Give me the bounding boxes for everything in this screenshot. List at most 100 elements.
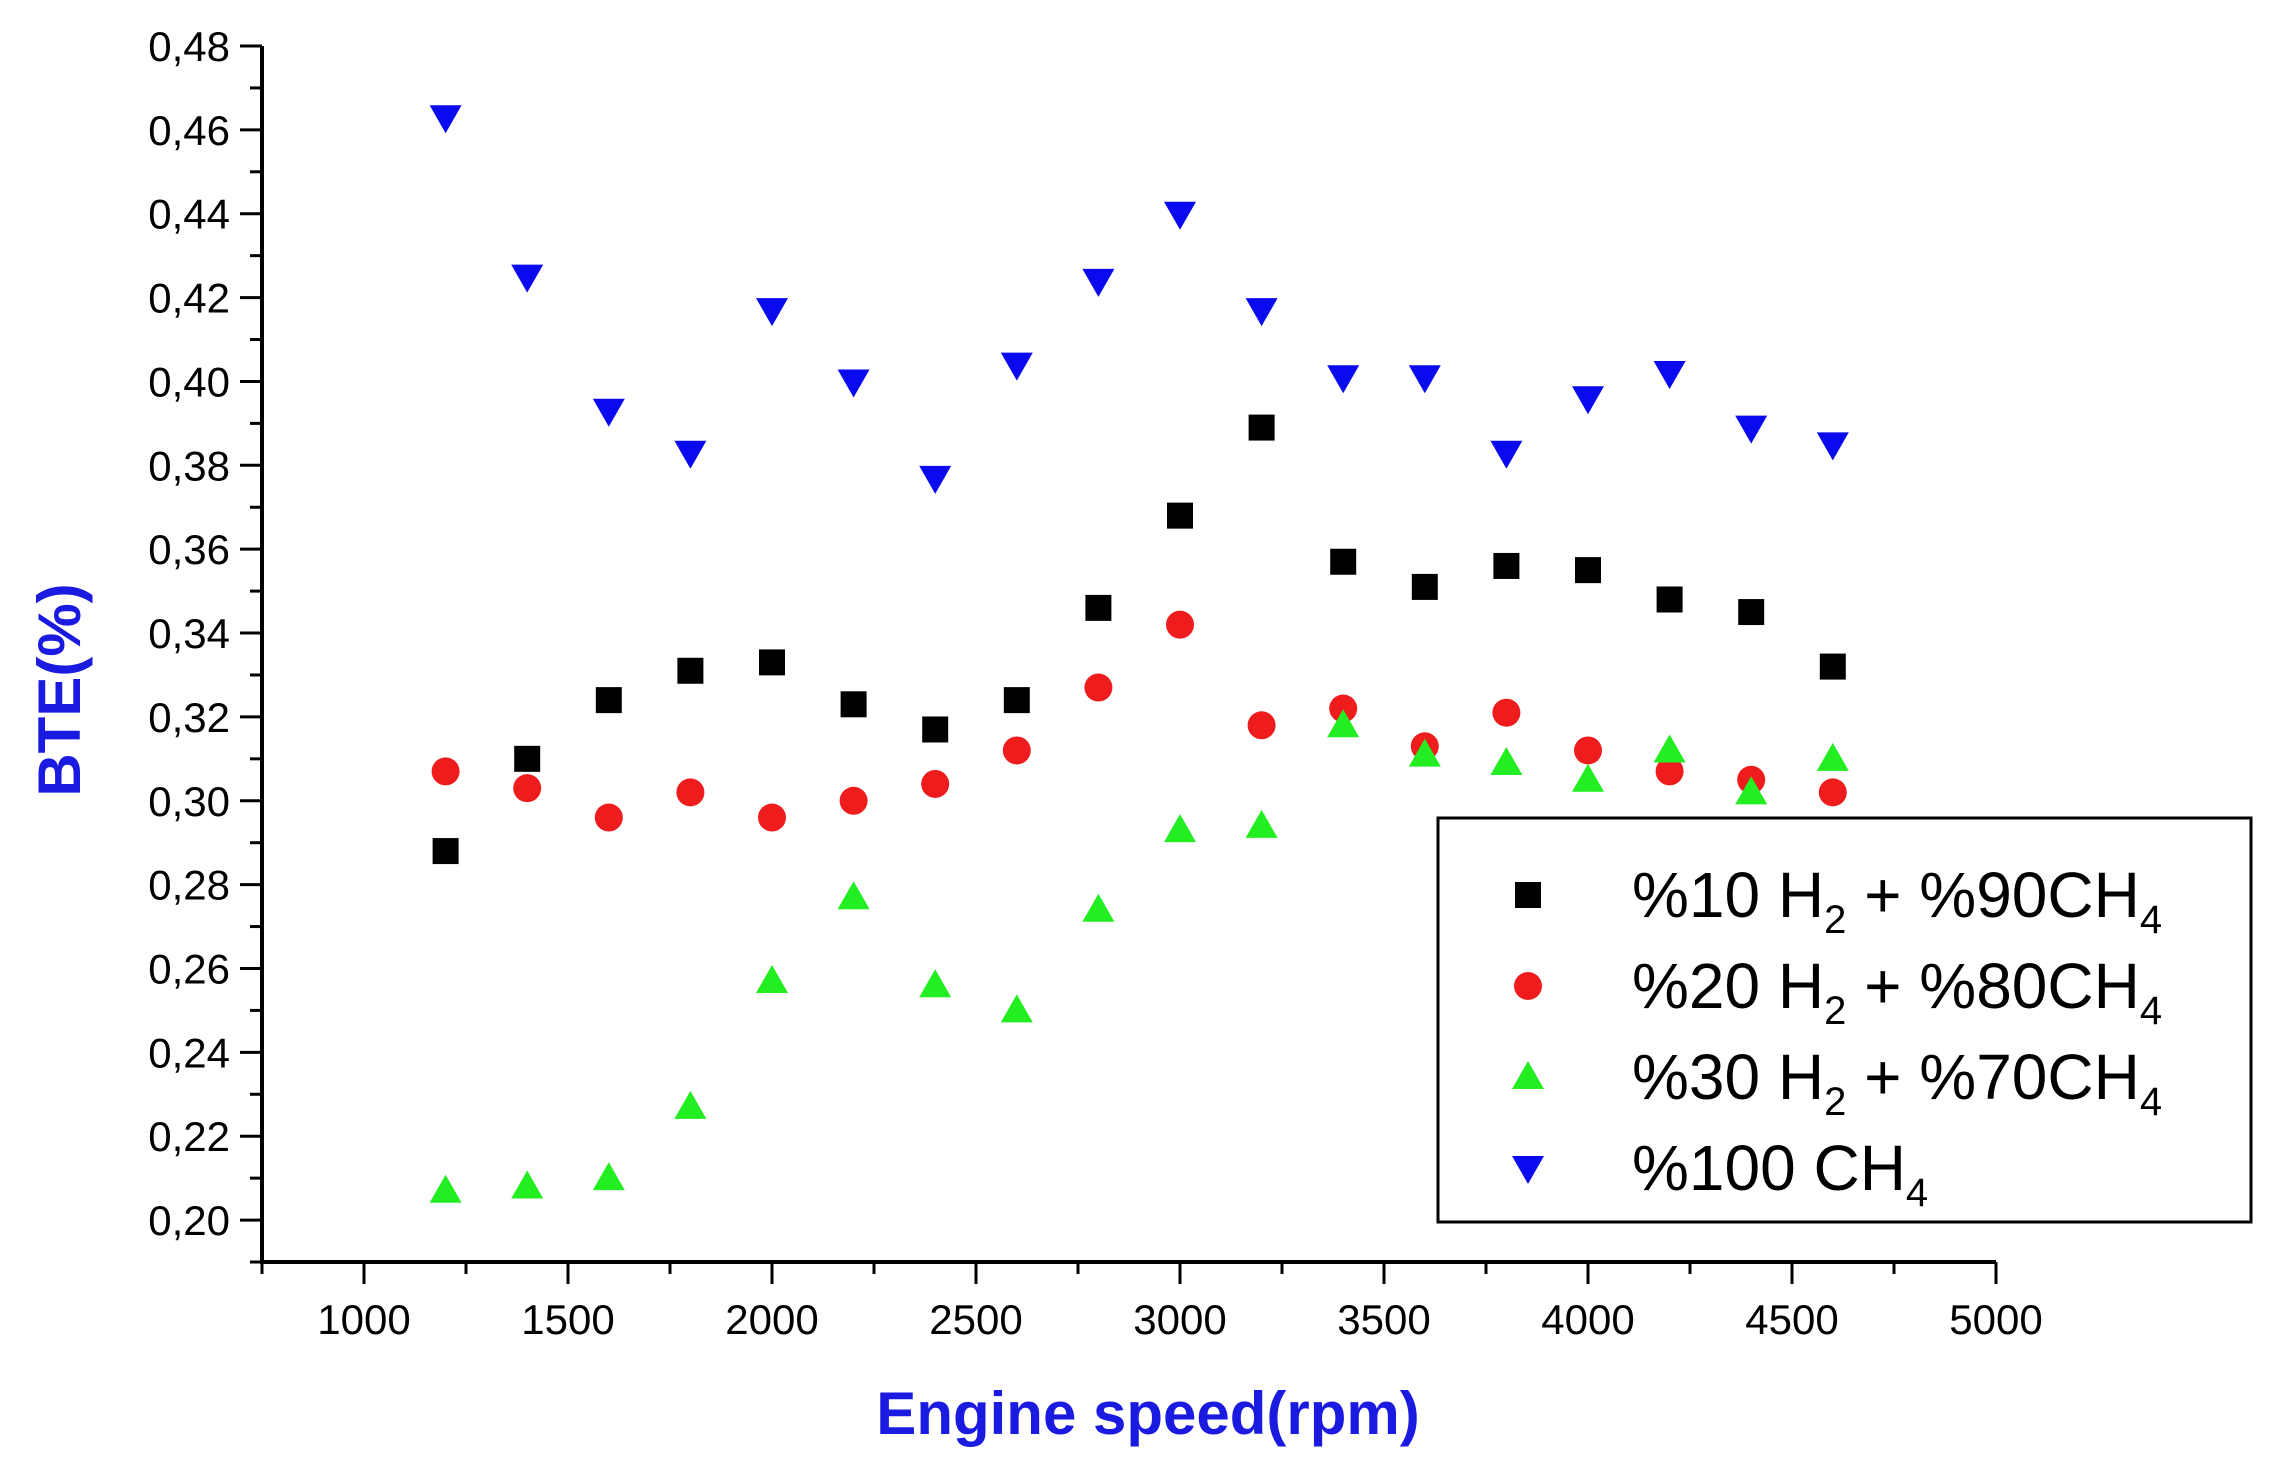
data-point <box>1082 893 1115 922</box>
x-tick-label: 1500 <box>521 1296 614 1343</box>
data-point <box>674 1090 707 1119</box>
data-point <box>1248 414 1275 441</box>
data-point <box>431 757 460 786</box>
y-tick-label: 0,48 <box>148 23 230 70</box>
data-point <box>1655 757 1684 786</box>
data-point <box>1084 673 1113 702</box>
data-point <box>1653 734 1686 763</box>
x-tick-label: 2500 <box>929 1296 1022 1343</box>
legend-label: %100 CH4 <box>1632 1132 1928 1215</box>
data-point <box>595 687 622 714</box>
legend-subscript: 4 <box>1906 1171 1928 1215</box>
data-point <box>1490 747 1523 776</box>
data-point <box>677 657 704 684</box>
legend-text-part: + %70CH <box>1846 1041 2139 1113</box>
data-point <box>1738 599 1765 626</box>
y-tick-label: 0,36 <box>148 526 230 573</box>
data-point <box>919 969 952 998</box>
data-point <box>1819 653 1846 680</box>
y-tick-label: 0,40 <box>148 358 230 405</box>
data-point <box>837 369 870 398</box>
y-tick-label: 0,44 <box>148 191 230 238</box>
data-point <box>592 1162 625 1191</box>
y-tick-label: 0,32 <box>148 694 230 741</box>
series-4 <box>429 105 1849 494</box>
legend-subscript: 4 <box>2140 898 2162 942</box>
legend-label: %30 H2 + %70CH4 <box>1632 1041 2162 1124</box>
legend-entry: %100 CH4 <box>1512 1132 1928 1215</box>
data-point <box>514 745 541 772</box>
data-point <box>1735 415 1768 444</box>
data-point <box>1653 361 1686 390</box>
axes <box>260 46 1996 1264</box>
data-point <box>1000 994 1033 1023</box>
data-point <box>1408 738 1441 767</box>
data-point <box>1574 736 1602 765</box>
data-point <box>594 803 623 832</box>
data-point <box>674 440 707 469</box>
legend-marker <box>1514 972 1542 1000</box>
legend-text-part: %100 CH <box>1632 1132 1906 1204</box>
data-point <box>919 465 952 494</box>
data-point <box>432 838 459 865</box>
legend: %10 H2 + %90CH4%20 H2 + %80CH4%30 H2 + %… <box>1436 816 2253 1224</box>
data-point <box>1245 809 1278 838</box>
legend-label: %20 H2 + %80CH4 <box>1632 950 2162 1033</box>
data-point <box>1735 776 1768 805</box>
y-tick-label: 0,30 <box>148 778 230 825</box>
legend-text-part: %20 H <box>1632 950 1824 1022</box>
data-point <box>1818 778 1847 807</box>
data-point <box>1816 432 1849 461</box>
data-point <box>676 778 705 807</box>
legend-text-part: + %90CH <box>1846 859 2139 931</box>
x-tick-label: 4000 <box>1541 1296 1634 1343</box>
data-point <box>1327 709 1360 738</box>
data-point <box>1000 352 1033 381</box>
y-tick-label: 0,34 <box>148 610 230 657</box>
x-tick-label: 1000 <box>317 1296 410 1343</box>
data-point <box>1167 502 1193 529</box>
data-point <box>839 786 868 815</box>
y-tick-label: 0,42 <box>148 275 230 322</box>
data-point <box>837 881 870 910</box>
data-point <box>1329 694 1358 723</box>
data-point <box>592 398 625 427</box>
data-point <box>511 1170 544 1199</box>
legend-subscript: 2 <box>1824 989 1846 1033</box>
y-axis-ticks: 0,20 0,22 0,24 0,26 0,28 0,30 0,32 0,34 0,36 0,38… <box>148 23 262 1264</box>
data-point <box>429 1174 462 1203</box>
y-tick-label: 0,26 <box>148 945 230 992</box>
y-axis-title: BTE(%) <box>26 583 93 796</box>
x-axis-ticks: 1000 1500 2000 2500 3000 3500 4000 4500 5000 <box>260 1262 2043 1343</box>
y-tick-label: 0,28 <box>148 862 230 909</box>
data-point <box>1166 610 1194 639</box>
data-points <box>429 105 1849 1203</box>
x-axis-title: Engine speed(rpm) <box>876 1380 1419 1447</box>
data-point <box>756 298 788 327</box>
legend-subscript: 2 <box>1824 1080 1846 1124</box>
data-point <box>1493 552 1520 579</box>
data-point <box>1082 268 1115 297</box>
data-point <box>1575 557 1601 584</box>
x-tick-label: 2000 <box>725 1296 818 1343</box>
data-point <box>511 264 544 293</box>
data-point <box>1572 763 1604 792</box>
legend-subscript: 2 <box>1824 898 1846 942</box>
data-point <box>1085 594 1112 621</box>
x-tick-label: 4500 <box>1745 1296 1838 1343</box>
legend-text-part: %10 H <box>1632 859 1824 931</box>
series-2 <box>431 610 1847 832</box>
legend-subscript: 4 <box>2140 1080 2162 1124</box>
legend-marker <box>1515 882 1541 908</box>
legend-box <box>1436 816 2253 1224</box>
data-point <box>1002 736 1031 765</box>
y-tick-label: 0,24 <box>148 1029 230 1076</box>
data-point <box>758 803 786 832</box>
data-point <box>1490 440 1523 469</box>
data-point <box>1003 687 1030 714</box>
series-3 <box>429 709 1849 1203</box>
data-point <box>756 965 788 994</box>
x-tick-label: 3000 <box>1133 1296 1226 1343</box>
legend-marker <box>1512 1061 1544 1089</box>
